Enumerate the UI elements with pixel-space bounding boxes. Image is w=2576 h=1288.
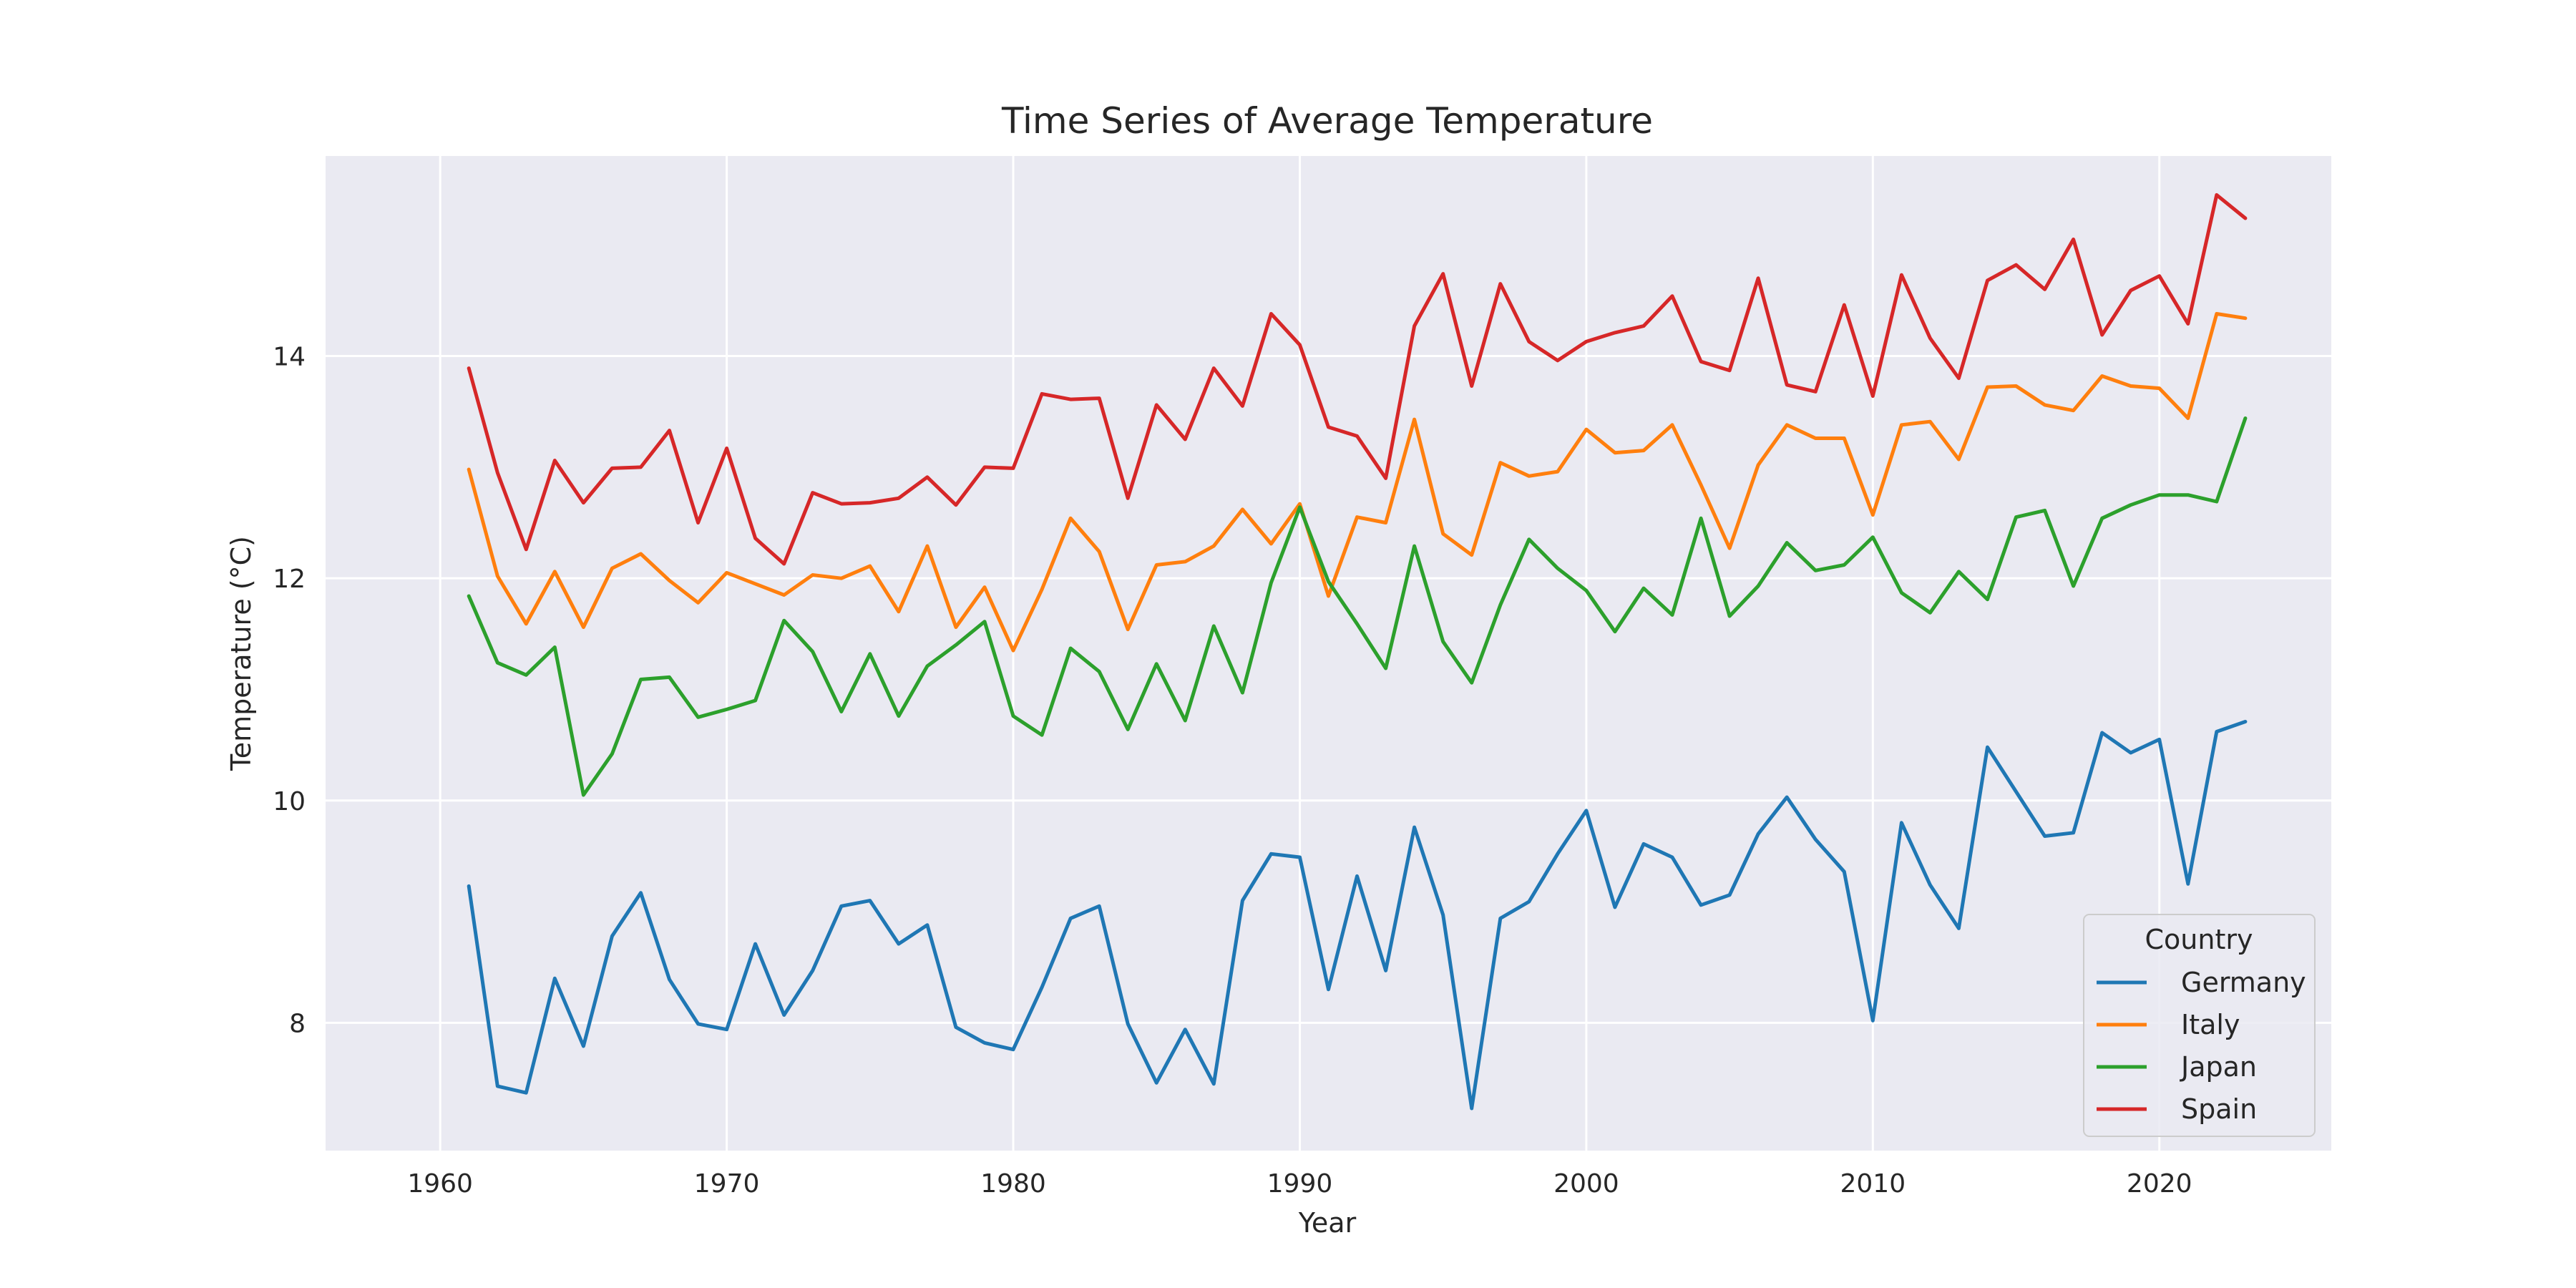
legend-label-germany: Germany xyxy=(2181,967,2306,998)
series-line-japan xyxy=(467,416,2248,797)
series-line-germany xyxy=(467,720,2248,1111)
x-tick-label: 2000 xyxy=(1553,1169,1619,1199)
legend-title: Country xyxy=(2145,924,2253,955)
chart-title: Time Series of Average Temperature xyxy=(1001,100,1653,142)
legend: Country Germany Italy Japan Spain xyxy=(2083,914,2316,1137)
x-tick-label: 1970 xyxy=(694,1169,760,1199)
series-line-italy xyxy=(467,312,2248,653)
legend-label-italy: Italy xyxy=(2181,1009,2240,1040)
y-tick-label: 10 xyxy=(273,787,306,816)
x-tick-label: 1980 xyxy=(980,1169,1046,1199)
plot-area xyxy=(326,156,2331,1151)
y-tick-label: 12 xyxy=(273,565,306,594)
y-tick-label: 14 xyxy=(273,343,306,372)
x-tick-label: 2010 xyxy=(1840,1169,1906,1199)
x-tick-label: 2020 xyxy=(2127,1169,2192,1199)
legend-label-spain: Spain xyxy=(2181,1093,2257,1125)
x-axis-label: Year xyxy=(1298,1207,1357,1239)
y-tick-label: 8 xyxy=(289,1009,306,1038)
x-tick-label: 1960 xyxy=(407,1169,473,1199)
series-lines xyxy=(467,192,2248,1111)
legend-box xyxy=(2083,914,2316,1137)
x-tick-labels: 1960 1970 1980 1990 2000 2010 2020 xyxy=(407,1169,2192,1199)
y-axis-label: Temperature (°C) xyxy=(225,536,257,771)
legend-label-japan: Japan xyxy=(2180,1051,2257,1083)
series-line-spain xyxy=(467,192,2248,566)
y-tick-labels: 8 10 12 14 xyxy=(273,343,306,1039)
x-gridlines xyxy=(439,156,2161,1151)
x-tick-label: 1990 xyxy=(1267,1169,1333,1199)
